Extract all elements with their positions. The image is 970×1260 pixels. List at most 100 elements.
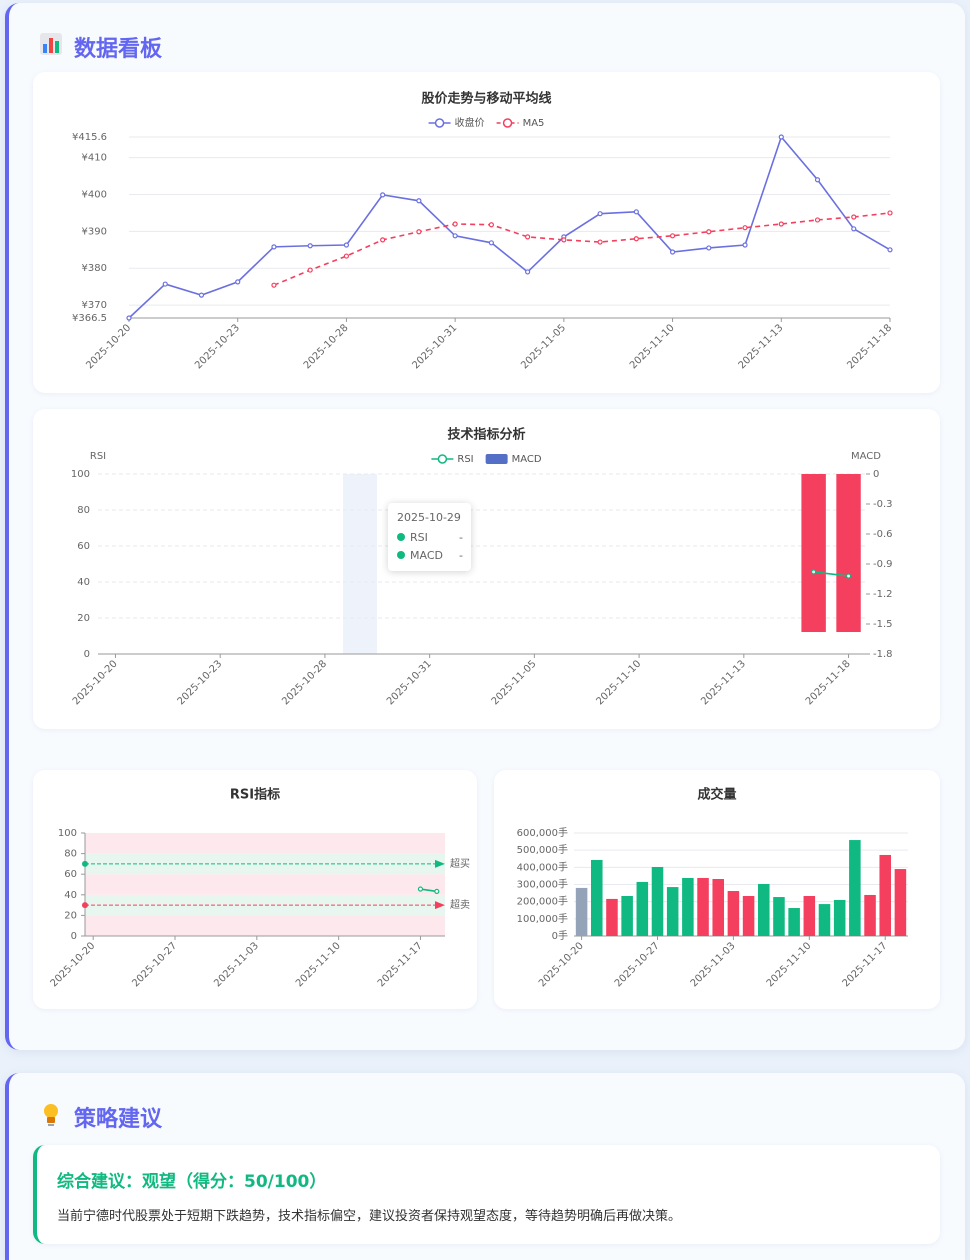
indicator-chart: 技术指标分析 0 20 40 60 80 100 2025-10-20 2025-10-23 20… — [71, 427, 893, 708]
y2-tick-label: -0.3 — [873, 499, 893, 510]
x-tick-label: 2025-11-05 — [490, 658, 539, 707]
line-series — [128, 135, 891, 319]
data-point — [416, 229, 422, 235]
volume-chart: 成交量 0手 100,000手 200,000手 300,000手 400,000手 500… — [517, 787, 908, 989]
legend-label: RSI — [457, 454, 473, 465]
legend: RSI MACD — [431, 454, 542, 465]
data-point — [417, 886, 424, 892]
data-point — [380, 237, 386, 243]
bar — [773, 897, 785, 936]
y-axis-label: RSI — [90, 451, 106, 462]
bar — [742, 896, 755, 936]
tooltip-value: - — [459, 531, 463, 544]
x-tick-label: 2025-11-18 — [804, 658, 853, 707]
mark-line-label: 超卖 — [450, 898, 470, 911]
split-area — [85, 833, 445, 854]
data-point — [597, 211, 603, 217]
x-tick-label: 2025-10-20 — [84, 322, 133, 371]
bar — [682, 877, 694, 936]
tooltip-row: RSI - — [397, 531, 463, 544]
x-tick-label: 2025-10-20 — [71, 658, 120, 707]
bar — [833, 899, 846, 936]
tooltip-title: 2025-10-29 — [397, 511, 461, 524]
legend-symbol — [485, 454, 508, 464]
y-tick-label: 40 — [64, 890, 77, 901]
legend-symbol — [437, 454, 448, 464]
data-point — [778, 134, 784, 140]
price-chart: 股价走势与移动平均线 ¥366.5 ¥370 ¥380 ¥390 ¥400 ¥410 ¥415… — [72, 91, 894, 372]
data-point — [887, 210, 893, 216]
x-tick-label: 2025-11-05 — [519, 322, 568, 371]
data-point — [271, 244, 277, 250]
volume-card: 成交量 0手 100,000手 200,000手 300,000手 400,000手 500… — [494, 770, 940, 1009]
y-tick-label: ¥366.5 — [72, 313, 107, 324]
y-tick-label: 300,000手 — [517, 878, 568, 891]
chart-title: 股价走势与移动平均线 — [421, 91, 551, 107]
x-tick-label: 2025-10-28 — [280, 658, 329, 707]
data-point — [669, 233, 676, 239]
bar — [621, 896, 633, 936]
data-point — [198, 292, 205, 298]
legend-label: MACD — [512, 454, 542, 465]
data-point — [845, 573, 852, 579]
y2-tick-label: -1.2 — [873, 589, 893, 600]
data-point — [434, 888, 440, 895]
data-point — [778, 221, 784, 227]
bar — [651, 866, 664, 936]
x-tick-label: 2025-11-13 — [699, 658, 748, 707]
data-point — [525, 234, 531, 240]
y-tick-label: ¥370 — [82, 300, 107, 311]
x-tick-label: 2025-11-17 — [841, 940, 890, 989]
bar — [712, 879, 724, 936]
chart-title: RSI指标 — [230, 787, 280, 803]
data-point — [706, 229, 712, 235]
data-point — [742, 242, 748, 248]
y-tick-label: 80 — [77, 505, 90, 516]
data-point — [416, 198, 422, 204]
x-tick-label: 2025-10-23 — [176, 658, 225, 707]
line-series — [813, 571, 849, 577]
legend-symbol — [502, 118, 513, 128]
data-point — [488, 240, 494, 246]
y-tick-label: 0 — [84, 649, 90, 660]
tooltip-name: RSI — [410, 531, 428, 544]
data-point — [851, 214, 857, 220]
bar — [818, 904, 831, 936]
data-point — [814, 177, 821, 183]
rsi-chart: RSI指标 0 20 40 60 80 100 2025-10-20 2025-10-27 202… — [49, 787, 470, 990]
chart-title: 技术指标分析 — [447, 427, 525, 443]
legend: 收盘价 MA5 — [428, 116, 545, 129]
x-tick-label: 2025-11-03 — [212, 940, 261, 989]
x-tick-label: 2025-10-28 — [302, 322, 351, 371]
legend-symbol — [434, 118, 445, 128]
legend-label: MA5 — [523, 118, 545, 129]
x-tick-label: 2025-10-27 — [130, 940, 179, 989]
y2-tick-label: -1.8 — [873, 649, 893, 660]
data-point — [271, 282, 277, 288]
y2-tick-label: -0.9 — [873, 559, 893, 570]
split-area — [85, 874, 445, 895]
y-tick-label: 0手 — [552, 929, 568, 942]
y2-axis-label: MACD — [851, 451, 881, 462]
y-tick-label: 100,000手 — [517, 912, 568, 925]
y-tick-label: 200,000手 — [517, 895, 568, 908]
y-tick-label: 80 — [64, 849, 77, 860]
x-tick-label: 2025-10-27 — [613, 940, 662, 989]
mark-line-start — [82, 860, 88, 867]
bar — [758, 883, 770, 936]
y-tick-label: 100 — [71, 469, 90, 480]
recommendation-text: 当前宁德时代股票处于短期下跌趋势，技术指标偏空，建议投资者保持观望态度，等待趋势… — [57, 1209, 682, 1224]
data-point — [851, 226, 857, 232]
bar — [836, 474, 861, 632]
dashboard-title: 数据看板 — [74, 37, 163, 62]
y-tick-label: 400,000手 — [517, 860, 568, 873]
data-point — [235, 279, 241, 285]
y-tick-label: 20 — [77, 613, 90, 624]
x-tick-label: 2025-11-03 — [689, 940, 738, 989]
data-point — [633, 209, 639, 215]
data-point — [343, 253, 350, 259]
strategy-title: 策略建议 — [74, 1107, 163, 1132]
bar — [575, 887, 588, 936]
y-tick-label: ¥415.6 — [72, 132, 107, 143]
